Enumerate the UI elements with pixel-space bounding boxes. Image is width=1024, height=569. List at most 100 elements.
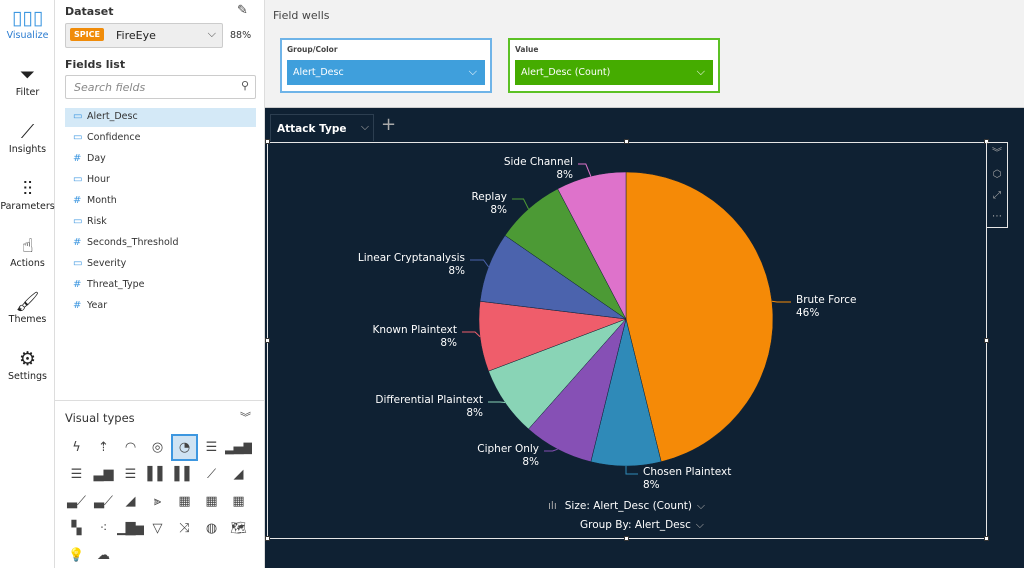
table-visual-icon[interactable]: ▦ (232, 494, 245, 509)
slice-percent: 8% (466, 407, 483, 419)
hash-icon: # (73, 153, 82, 164)
resize-handle[interactable] (265, 536, 270, 541)
vbar-visual-icon[interactable]: ▂▄▆ (225, 440, 252, 455)
group-by-label: Group By: Alert_Desc (580, 519, 691, 531)
slice-name: Chosen Plaintext (643, 466, 732, 478)
spice-badge: SPICE (70, 28, 104, 41)
more-icon[interactable]: ⋯ (992, 211, 1002, 222)
field-item[interactable]: ▭ Severity (65, 255, 256, 274)
word-cloud-visual-icon[interactable]: ☁ (97, 548, 110, 563)
bar-chart-icon: ▯▯▯ (11, 7, 44, 29)
slice-name: Linear Cryptanalysis (357, 252, 465, 264)
donut-visual-icon[interactable]: ◎ (151, 440, 164, 455)
expand-menu-icon[interactable]: ︾ (992, 148, 1002, 159)
combo-line-stacked-visual-icon[interactable]: ▃⟋ (93, 494, 114, 509)
slice-percent: 8% (448, 265, 465, 277)
rail-themes[interactable]: 🖌 Themes (0, 290, 55, 325)
pie-slice[interactable] (557, 171, 627, 320)
group-by-control[interactable]: Group By: Alert_Desc ⌵ (580, 519, 704, 532)
chevron-down-icon: ⌵ (207, 27, 216, 40)
size-by-control[interactable]: ılı Size: Alert_Desc (Count) ⌵ (548, 500, 705, 513)
bar-icon: ılı (548, 500, 557, 512)
field-item[interactable]: ▭ Alert_Desc (65, 108, 256, 127)
hash-icon: # (73, 300, 82, 311)
add-sheet-icon[interactable]: + (381, 114, 397, 135)
dataset-select[interactable]: SPICE FireEye ⌵ (65, 23, 223, 48)
pivot-visual-icon[interactable]: ▦ (205, 494, 218, 509)
vbar-100-visual-icon[interactable]: ▌▌ (174, 467, 195, 482)
hash-icon: # (73, 195, 82, 206)
autograph-visual-icon[interactable]: ⇡ (98, 440, 109, 455)
filled-map-visual-icon[interactable]: 🗺 (230, 521, 247, 536)
geo-map-visual-icon[interactable]: ◍ (205, 521, 218, 536)
slice-percent: 8% (490, 204, 507, 216)
slice-name: Brute Force (796, 294, 857, 306)
hbar-visual-icon[interactable]: ☰ (205, 440, 218, 455)
fields-heading: Fields list (65, 58, 126, 71)
boxplot-visual-icon[interactable]: ⫸ (153, 494, 162, 509)
slice-label: Linear Cryptanalysis 8% (358, 252, 465, 278)
scatter-visual-icon[interactable]: ⁖ (99, 521, 108, 536)
kpi-visual-icon[interactable]: ϟ (72, 440, 81, 455)
field-item[interactable]: ▭ Hour (65, 171, 256, 190)
slice-name: Cipher Only (477, 443, 539, 455)
visual-types-section: Visual types ︾ ϟ ⇡ ◠ ◎ ◔ ☰ ▂▄▆ ☰ ▃▆ ☰ ▌▌ ▌▌ ⟋ ◢ ▃⟋ ▃⟋ ◢ ⫸… (55, 400, 265, 568)
group-color-well[interactable]: Group/Color Alert_Desc ⌵ (280, 38, 492, 93)
rail-parameters[interactable]: ⫶⫶ Parameters (0, 178, 55, 212)
field-item[interactable]: ▭ Risk (65, 213, 256, 232)
group-color-field[interactable]: Alert_Desc ⌵ (287, 60, 485, 85)
field-item[interactable]: # Threat_Type (65, 276, 256, 295)
settings-icon[interactable]: ⬡ (992, 169, 1002, 180)
line-visual-icon[interactable]: ⟋ (206, 467, 217, 482)
pie-slice[interactable] (625, 171, 774, 463)
dimension-icon: ▭ (73, 111, 83, 122)
resize-handle[interactable] (265, 139, 270, 144)
combo-line-bar-visual-icon[interactable]: ▃⟋ (66, 494, 87, 509)
field-item[interactable]: # Year (65, 297, 256, 316)
value-value: Alert_Desc (Count) (521, 67, 611, 78)
funnel-visual-icon[interactable]: ▽ (152, 521, 163, 536)
resize-handle[interactable] (265, 338, 270, 343)
field-item[interactable]: # Month (65, 192, 256, 211)
rail-visualize[interactable]: ▯▯▯ Visualize (0, 6, 55, 41)
gauge-visual-icon[interactable]: ◠ (124, 440, 137, 455)
rail-insights[interactable]: ⟋ Insights (0, 120, 55, 155)
rail-actions[interactable]: ☝ Actions (0, 234, 55, 269)
sankey-visual-icon[interactable]: ⤨ (179, 521, 190, 536)
resize-handle[interactable] (624, 139, 629, 144)
hbar-100-visual-icon[interactable]: ☰ (124, 467, 137, 482)
sheet-tab[interactable]: Attack Type ⌵ (270, 114, 374, 141)
heatmap-visual-icon[interactable]: ▦ (178, 494, 191, 509)
vbar-stacked-visual-icon[interactable]: ▌▌ (147, 467, 168, 482)
edit-pencil-icon[interactable]: ✎ (237, 3, 248, 18)
leader-line (470, 259, 489, 268)
rail-filter[interactable]: ⏷ Filter (0, 63, 55, 98)
sliders-icon: ⫶⫶ (22, 178, 33, 200)
field-item[interactable]: # Day (65, 150, 256, 169)
pie-visual-icon[interactable]: ◔ (171, 434, 198, 461)
insight-visual-icon[interactable]: 💡 (68, 548, 85, 563)
area-visual-icon[interactable]: ◢ (233, 467, 244, 482)
collapse-icon[interactable]: ︾ (240, 411, 251, 424)
value-field[interactable]: Alert_Desc (Count) ⌵ (515, 60, 713, 85)
rail-settings[interactable]: ⚙ Settings (0, 347, 55, 382)
resize-handle[interactable] (984, 536, 989, 541)
maximize-icon[interactable]: ⤢ (993, 190, 1001, 201)
treemap-visual-icon[interactable]: ▚ (71, 521, 82, 536)
area-stacked-visual-icon[interactable]: ◢ (125, 494, 136, 509)
resize-handle[interactable] (984, 338, 989, 343)
leader-line (578, 163, 592, 177)
field-item[interactable]: ▭ Confidence (65, 129, 256, 148)
histogram-visual-icon[interactable]: ▁▇▅ (117, 521, 144, 536)
slice-percent: 8% (440, 337, 457, 349)
size-by-label: Size: Alert_Desc (Count) (564, 500, 692, 512)
visual-types-heading: Visual types (65, 411, 135, 425)
chevron-down-icon[interactable]: ⌵ (361, 121, 369, 133)
value-well[interactable]: Value Alert_Desc (Count) ⌵ (508, 38, 720, 93)
field-item[interactable]: # Seconds_Threshold (65, 234, 256, 253)
slice-percent: 8% (556, 169, 573, 181)
vbar-clustered-visual-icon[interactable]: ▃▆ (93, 467, 114, 482)
search-fields-input[interactable]: Search fields ⚲ (65, 75, 256, 99)
resize-handle[interactable] (624, 536, 629, 541)
hbar-stacked-visual-icon[interactable]: ☰ (70, 467, 83, 482)
